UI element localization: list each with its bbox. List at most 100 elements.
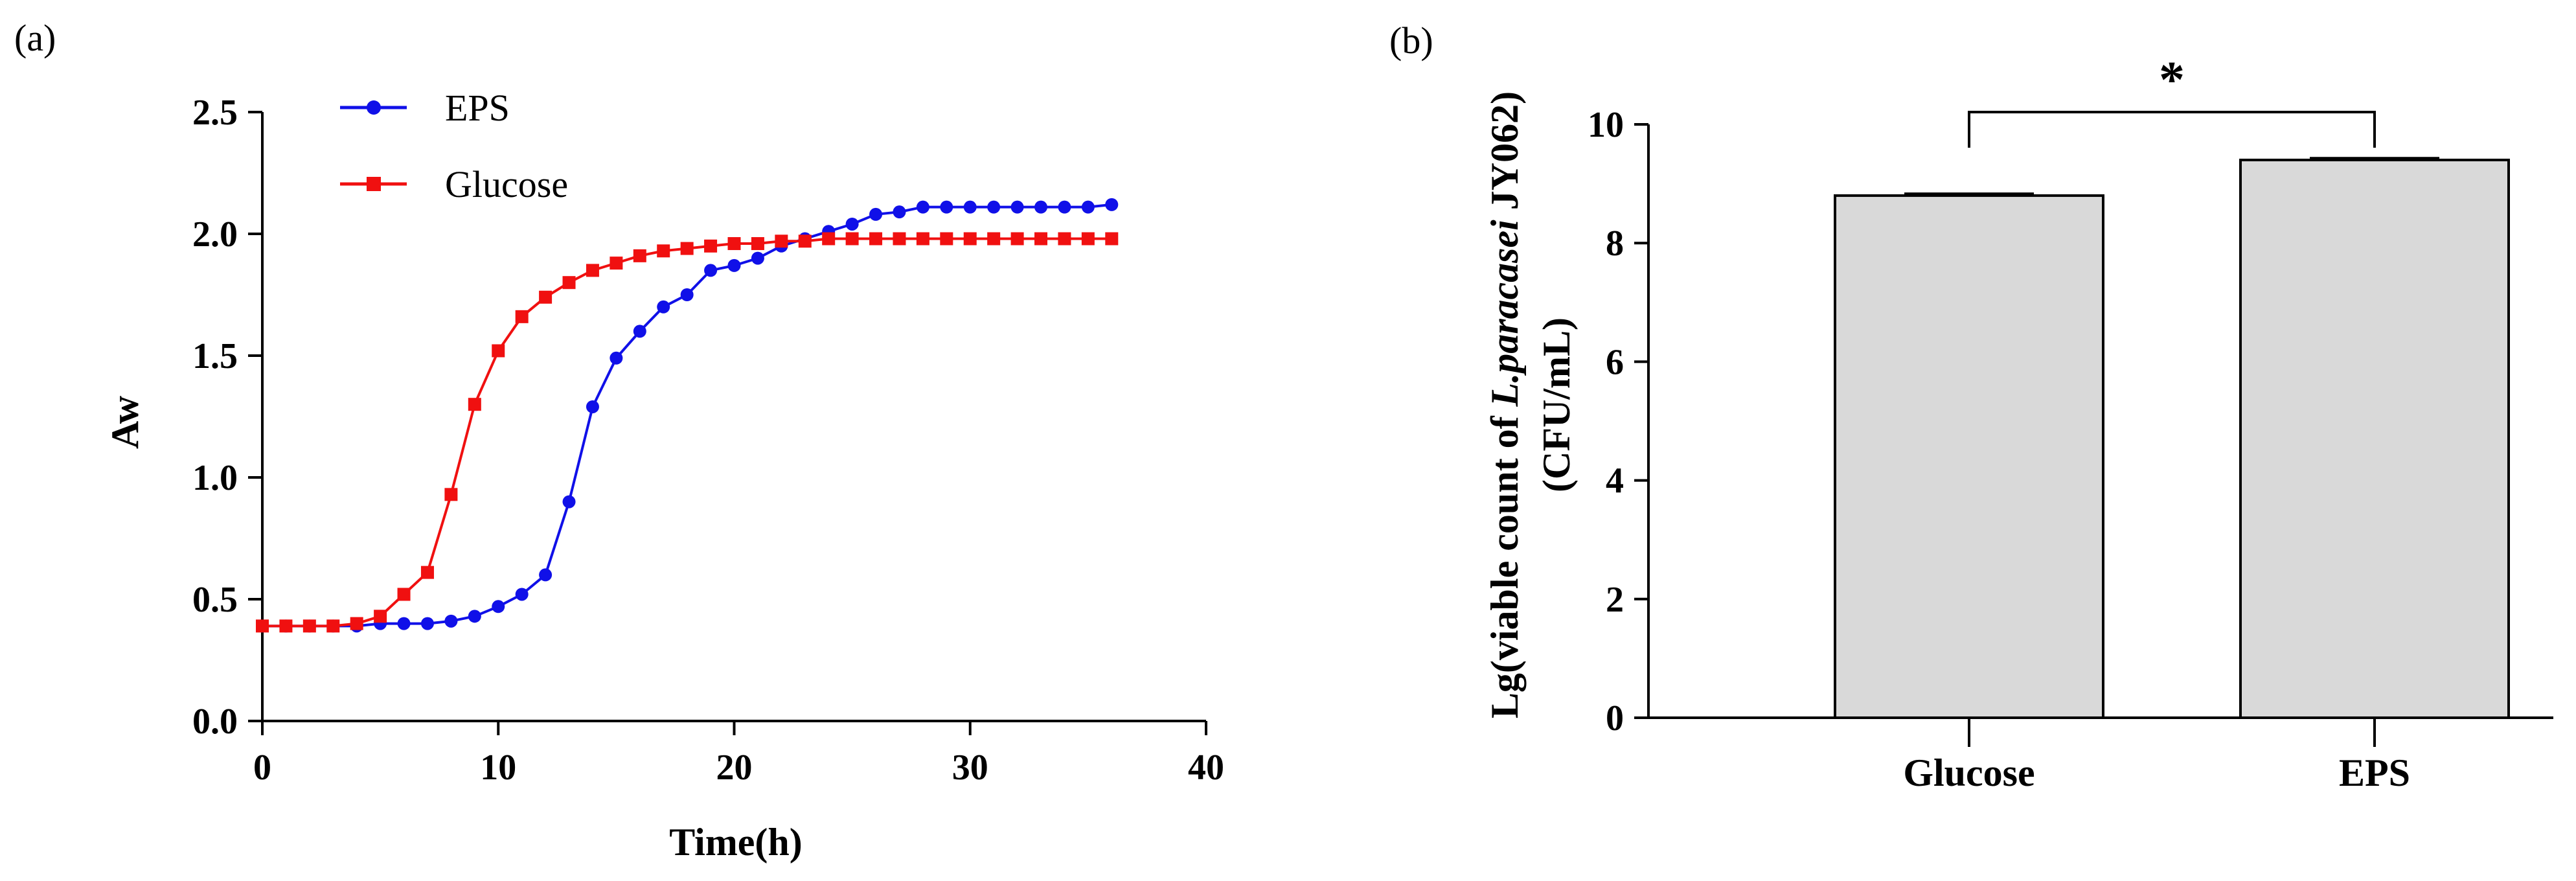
data-point-eps: [704, 264, 718, 277]
legend-eps-marker: [367, 100, 381, 115]
data-point-glucose: [350, 617, 363, 630]
data-point-eps: [751, 251, 764, 265]
data-point-eps: [539, 568, 553, 582]
bar-y-tick-label: 10: [1588, 105, 1624, 145]
bar-chart-bars: [1834, 157, 2510, 720]
data-point-eps: [633, 325, 646, 338]
series-glucose: [256, 232, 1119, 633]
data-point-eps: [680, 288, 694, 301]
data-point-eps: [397, 617, 411, 630]
data-point-eps: [1105, 198, 1119, 211]
data-point-eps: [562, 495, 576, 509]
data-point-glucose: [680, 242, 694, 255]
data-point-eps: [468, 610, 481, 623]
data-point-glucose: [869, 232, 883, 246]
data-point-glucose: [374, 610, 387, 623]
data-point-glucose: [940, 232, 953, 246]
data-point-eps: [444, 614, 458, 628]
line-chart-series: [256, 198, 1119, 633]
y-tick-label: 2.5: [192, 93, 238, 133]
data-point-eps: [987, 200, 1001, 214]
data-point-glucose: [1081, 232, 1095, 246]
significance-star: *: [2159, 52, 2185, 109]
data-point-glucose: [1105, 232, 1119, 246]
bar-y-axis-title-pre: Lg(viable count of: [1483, 406, 1526, 718]
legend-glucose-label: Glucose: [445, 163, 568, 205]
line-chart: 0.0 0.5 1.0 1.5 2.0 2.5 0 10 20 30 40 Time(h) Aw E…: [104, 87, 1224, 864]
data-point-glucose: [963, 232, 977, 246]
data-point-glucose: [1058, 232, 1071, 246]
y-axis-title: Aw: [104, 395, 146, 449]
category-label: Glucose: [1903, 751, 2035, 794]
data-point-eps: [845, 217, 859, 231]
data-point-eps: [515, 588, 529, 601]
data-point-glucose: [444, 488, 458, 501]
data-point-glucose: [326, 619, 340, 633]
panel-label-a: (a): [14, 17, 56, 59]
significance-bracket: *: [1968, 52, 2376, 148]
bar-y-tick-label: 0: [1606, 698, 1624, 738]
line-chart-ticks: 0.0 0.5 1.0 1.5 2.0 2.5 0 10 20 30 40: [192, 93, 1224, 788]
data-point-glucose: [562, 276, 576, 290]
data-point-glucose: [586, 264, 599, 277]
data-point-glucose: [893, 232, 906, 246]
y-tick-label: 1.0: [192, 458, 238, 498]
data-point-glucose: [610, 257, 623, 270]
bar-chart-ticks: 0 2 4 6 8 10 Glucose EPS: [1588, 105, 2410, 794]
data-point-glucose: [775, 235, 788, 248]
legend-glucose-marker: [367, 177, 381, 191]
data-point-eps: [727, 258, 741, 272]
data-point-glucose: [397, 588, 411, 601]
data-point-eps: [657, 300, 670, 314]
legend-eps-label: EPS: [445, 87, 510, 129]
data-point-eps: [1034, 200, 1048, 214]
data-point-glucose: [302, 619, 316, 633]
data-point-glucose: [515, 310, 529, 323]
bar-y-axis-title: Lg(viable count of L.paracasei JY062): [1483, 91, 1526, 718]
bar-y-axis-title-post: JY062): [1483, 91, 1526, 220]
data-point-glucose: [704, 239, 718, 253]
bar-eps: [2239, 158, 2510, 719]
x-tick-label: 30: [952, 748, 988, 788]
y-tick-label: 1.5: [192, 336, 238, 376]
data-point-glucose: [256, 619, 269, 633]
bar-y-tick-label: 8: [1606, 223, 1624, 264]
data-point-glucose: [916, 232, 929, 246]
x-axis-title: Time(h): [669, 821, 803, 864]
data-point-eps: [492, 600, 505, 613]
data-point-eps: [610, 351, 623, 365]
significance-bracket-line: [1968, 111, 2376, 148]
x-tick-label: 10: [480, 748, 516, 788]
bar-chart: 0 2 4 6 8 10 Glucose EPS Lg(viable count of L.p…: [1483, 52, 2553, 794]
data-point-eps: [916, 200, 929, 214]
data-point-eps: [1058, 200, 1071, 214]
bar-y-axis-unit: (CFU/mL): [1535, 317, 1578, 492]
y-tick-label: 0.5: [192, 580, 238, 620]
data-point-glucose: [539, 290, 553, 304]
panel-label-b: (b): [1389, 19, 1433, 62]
data-point-glucose: [279, 619, 293, 633]
bar-y-tick-label: 4: [1606, 461, 1624, 501]
bar-y-axis-title-species: L.paracasei: [1483, 220, 1526, 407]
x-tick-label: 0: [253, 748, 271, 788]
data-point-glucose: [492, 344, 505, 358]
data-point-eps: [893, 205, 906, 219]
data-point-glucose: [657, 244, 670, 258]
data-point-eps: [963, 200, 977, 214]
data-point-eps: [420, 617, 434, 630]
legend: EPS Glucose: [340, 87, 568, 205]
data-point-eps: [586, 400, 599, 413]
data-point-glucose: [1010, 232, 1024, 246]
category-label: EPS: [2339, 751, 2410, 794]
data-point-eps: [869, 207, 883, 221]
x-tick-label: 20: [716, 748, 753, 788]
bar-glucose: [1834, 194, 2104, 720]
data-point-glucose: [420, 566, 434, 579]
data-point-glucose: [798, 235, 812, 248]
y-tick-label: 2.0: [192, 214, 238, 255]
data-point-eps: [1081, 200, 1095, 214]
data-point-glucose: [751, 237, 764, 251]
data-point-glucose: [1034, 232, 1048, 246]
data-point-glucose: [727, 237, 741, 251]
